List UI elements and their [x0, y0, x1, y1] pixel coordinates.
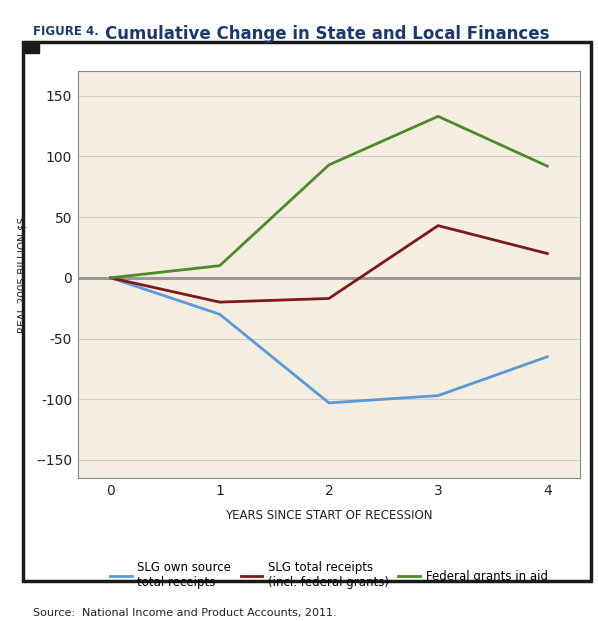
X-axis label: YEARS SINCE START OF RECESSION: YEARS SINCE START OF RECESSION [225, 509, 432, 522]
Text: FIGURE 4.: FIGURE 4. [33, 25, 99, 38]
Text: Source:  National Income and Product Accounts, 2011.: Source: National Income and Product Acco… [33, 608, 337, 618]
Legend: SLG own source
total receipts, SLG total receipts
(incl. federal grants), Federa: SLG own source total receipts, SLG total… [105, 555, 553, 595]
Text: Cumulative Change in State and Local Finances: Cumulative Change in State and Local Fin… [105, 25, 549, 43]
Y-axis label: REAL 2005 BILLION $S: REAL 2005 BILLION $S [18, 217, 28, 333]
